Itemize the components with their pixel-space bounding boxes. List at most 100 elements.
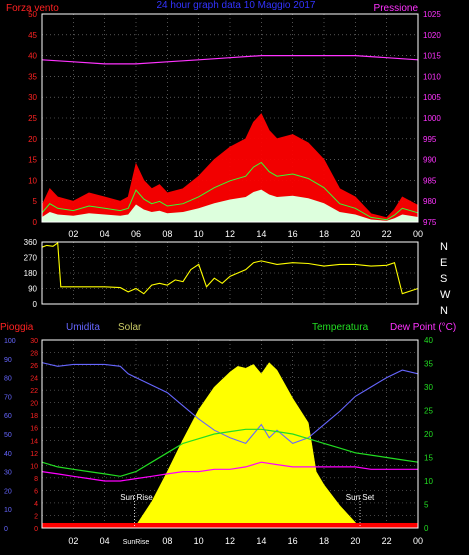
wind-hour-label-22: 22	[382, 229, 392, 239]
wind-calm-area	[42, 189, 418, 222]
pressure-tick-1025: 1025	[423, 10, 441, 19]
compass-label-3: W	[440, 289, 451, 301]
temp-hour-label-0: 02	[68, 536, 78, 546]
temperature-tick-15: 15	[424, 454, 433, 463]
direction-tick-180: 180	[24, 269, 38, 278]
humidity-tick-80: 80	[4, 376, 12, 383]
rain-tick-14: 14	[30, 438, 38, 445]
sunset-annotation: Sun Set	[346, 493, 375, 502]
direction-tick-90: 90	[28, 285, 37, 294]
pressure-tick-1005: 1005	[423, 93, 441, 102]
rain-tick-16: 16	[30, 426, 38, 433]
direction-tick-360: 360	[24, 238, 38, 247]
pressure-line	[41, 54, 419, 65]
humidity-tick-10: 10	[4, 507, 12, 514]
humidity-tick-0: 0	[4, 526, 8, 533]
compass-label-2: S	[440, 273, 447, 285]
temperature-tick-25: 25	[424, 407, 433, 416]
wind-tick-40: 40	[28, 52, 37, 61]
wind-tick-5: 5	[33, 197, 38, 206]
rain-tick-28: 28	[30, 351, 38, 358]
wind-hour-label-04: 04	[100, 229, 110, 239]
temp-hour-label-7: 16	[288, 536, 298, 546]
rain-tick-2: 2	[34, 513, 38, 520]
direction-panel-frame	[41, 241, 419, 305]
rain-tick-18: 18	[30, 413, 38, 420]
direction-tick-270: 270	[24, 254, 38, 263]
wind-hour-label-18: 18	[319, 229, 329, 239]
humidity-axis-label: Umidita	[66, 322, 100, 333]
rain-tick-12: 12	[30, 451, 38, 458]
humidity-tick-70: 70	[4, 394, 12, 401]
temp-hour-label-6: 14	[256, 536, 266, 546]
pressure-tick-995: 995	[423, 135, 437, 144]
humidity-tick-90: 90	[4, 357, 12, 364]
humidity-line	[41, 362, 419, 445]
pressure-tick-980: 980	[423, 197, 437, 206]
wind-tick-35: 35	[28, 72, 37, 81]
temp-hour-label-1: 04	[100, 536, 110, 546]
wind-tick-0: 0	[33, 218, 38, 227]
rain-tick-10: 10	[30, 463, 38, 470]
rain-tick-0: 0	[34, 526, 38, 533]
temp-hour-label-5: 12	[225, 536, 235, 546]
wind-hour-label-20: 20	[350, 229, 360, 239]
rain-tick-24: 24	[30, 376, 38, 383]
pressure-tick-985: 985	[423, 176, 437, 185]
rain-tick-20: 20	[30, 401, 38, 408]
temp-hour-label-10: 22	[382, 536, 392, 546]
wind-hour-label-08: 08	[162, 229, 172, 239]
wind-gust-area	[41, 113, 419, 223]
pressure-tick-975: 975	[423, 218, 437, 227]
wind-tick-25: 25	[28, 114, 37, 123]
pressure-tick-990: 990	[423, 156, 437, 165]
temperature-tick-20: 20	[424, 430, 433, 439]
temperature-tick-30: 30	[424, 383, 433, 392]
wind-tick-15: 15	[28, 156, 37, 165]
dewpoint-axis-label: Dew Point (°C)	[390, 322, 456, 333]
wind-hour-label-16: 16	[288, 229, 298, 239]
pressure-tick-1020: 1020	[423, 31, 441, 40]
wind-hour-label-12: 12	[225, 229, 235, 239]
compass-label-4: N	[440, 305, 448, 317]
compass-label-0: N	[440, 241, 448, 253]
wind-tick-10: 10	[28, 176, 37, 185]
rain-tick-8: 8	[34, 476, 38, 483]
temp-panel-frame	[41, 339, 419, 529]
wind-axis-label: Forza vento	[6, 3, 59, 14]
temp-hour-label-3: 08	[162, 536, 172, 546]
compass-label-1: E	[440, 257, 447, 269]
temp-hour-label-9: 20	[350, 536, 360, 546]
temperature-tick-40: 40	[424, 336, 433, 345]
direction-tick-0: 0	[33, 300, 38, 309]
wind-tick-20: 20	[28, 135, 37, 144]
wind-hour-label-14: 14	[256, 229, 266, 239]
wind-hour-label-00: 00	[413, 229, 423, 239]
rain-tick-26: 26	[30, 363, 38, 370]
rain-tick-4: 4	[34, 501, 38, 508]
temp-hour-label-4: 10	[194, 536, 204, 546]
temperature-tick-0: 0	[424, 524, 429, 533]
pressure-axis-label: Pressione	[374, 3, 419, 14]
temperature-tick-5: 5	[424, 501, 429, 510]
rain-tick-30: 30	[30, 338, 38, 345]
wind-average-line	[41, 161, 419, 221]
wind-hour-label-10: 10	[194, 229, 204, 239]
rain-tick-22: 22	[30, 388, 38, 395]
rain-tick-6: 6	[34, 488, 38, 495]
solar-axis-label: Solar	[118, 322, 142, 333]
wind-tick-50: 50	[28, 10, 37, 19]
pressure-tick-1010: 1010	[423, 72, 441, 81]
rain-axis-label: Pioggia	[0, 322, 34, 333]
dewpoint-line	[41, 461, 418, 482]
temp-hour-label-8: 18	[319, 536, 329, 546]
humidity-tick-40: 40	[4, 451, 12, 458]
temperature-line	[41, 428, 419, 477]
temp-hour-label-2: SunRise	[123, 539, 150, 546]
temperature-axis-label: Temperatura	[312, 322, 369, 333]
solar-area	[133, 362, 361, 529]
pressure-tick-1000: 1000	[423, 114, 441, 123]
sunrise-annotation: Sun Rise	[120, 493, 153, 502]
wind-panel-frame	[41, 13, 419, 223]
wind-tick-45: 45	[28, 31, 37, 40]
